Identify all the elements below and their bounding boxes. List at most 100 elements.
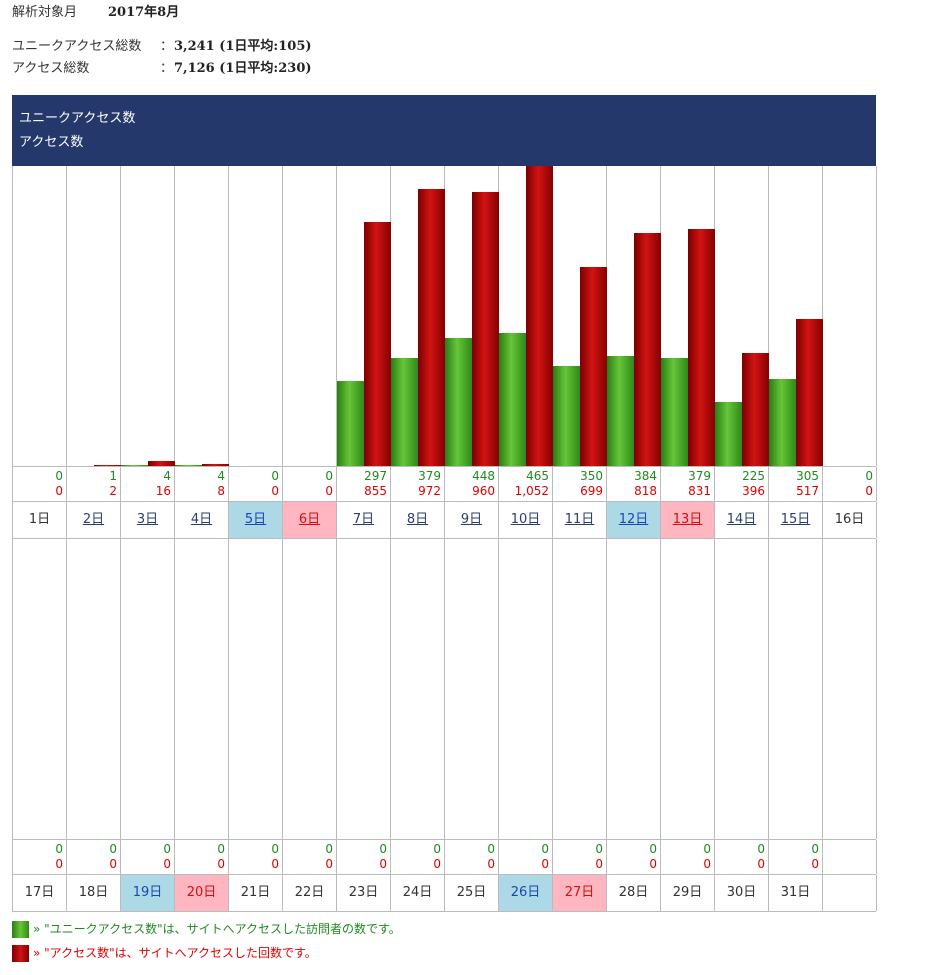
day-label[interactable]: 13日: [672, 512, 703, 527]
day-label[interactable]: 11日: [564, 512, 595, 527]
unique-value-label: 0: [163, 842, 171, 856]
day-label[interactable]: 4日: [190, 512, 213, 527]
day-cell-10日[interactable]: 10日: [499, 502, 552, 538]
header-unique-label: ユニークアクセス数: [19, 111, 136, 126]
day-cell-23日: 23日: [337, 875, 390, 911]
day-cell-15日[interactable]: 15日: [769, 502, 822, 538]
day-label[interactable]: 15日: [780, 512, 811, 527]
column-divider: [606, 467, 607, 501]
column-divider: [282, 539, 283, 839]
day-label[interactable]: 7日: [352, 512, 375, 527]
column-divider: [714, 539, 715, 839]
access-value-label: 0: [325, 857, 333, 871]
plot-area: [13, 539, 877, 839]
column-divider: [498, 467, 499, 501]
day-label[interactable]: 2日: [82, 512, 105, 527]
unique-bar-7日: [337, 381, 364, 466]
unique-bar-9日: [445, 338, 472, 466]
column-divider: [660, 840, 661, 874]
value-cell: 297 855: [337, 467, 391, 499]
access-value-label: 0: [55, 484, 63, 498]
column-divider: [768, 166, 769, 466]
access-value-label: 855: [364, 484, 387, 498]
access-value-label: 0: [541, 857, 549, 871]
column-divider: [714, 875, 715, 911]
access-value-label: 8: [217, 484, 225, 498]
unique-value-label: 0: [757, 842, 765, 856]
day-label[interactable]: 14日: [726, 512, 757, 527]
day-cell-25日: 25日: [445, 875, 498, 911]
day-label: 24日: [402, 885, 433, 900]
day-label[interactable]: 5日: [244, 512, 267, 527]
legend-access: » "アクセス数"は、サイトへアクセスした回数です。: [12, 944, 401, 968]
column-divider: [768, 502, 769, 538]
column-divider: [282, 467, 283, 501]
day-cell-4日[interactable]: 4日: [175, 502, 228, 538]
day-label: 31日: [780, 885, 811, 900]
column-divider: [174, 840, 175, 874]
unique-value-label: 0: [217, 842, 225, 856]
day-cell-8日[interactable]: 8日: [391, 502, 444, 538]
access-value-label: 972: [418, 484, 441, 498]
day-cell-14日[interactable]: 14日: [715, 502, 768, 538]
day-cell-9日[interactable]: 9日: [445, 502, 498, 538]
day-cell-30日: 30日: [715, 875, 768, 911]
column-divider: [282, 875, 283, 911]
day-cell-13日[interactable]: 13日: [661, 502, 714, 538]
column-divider: [552, 840, 553, 874]
column-divider: [876, 840, 877, 874]
access-value-label: 0: [271, 484, 279, 498]
day-label[interactable]: 8日: [406, 512, 429, 527]
value-row: 0 0 1 2 4 16 4 8 0 0 0 0 297 855 379 972 448 960 465 1,052 3…: [13, 466, 877, 502]
access-bar-12日: [634, 233, 661, 466]
column-divider: [120, 875, 121, 911]
unique-value-label: 379: [688, 469, 711, 483]
access-bar-11日: [580, 267, 607, 466]
unique-value-label: 0: [325, 469, 333, 483]
access-value-label: 0: [433, 857, 441, 871]
value-cell: 305 517: [769, 467, 823, 499]
day-cell-7日[interactable]: 7日: [337, 502, 390, 538]
column-divider: [174, 539, 175, 839]
column-divider: [228, 166, 229, 466]
day-cell-5日[interactable]: 5日: [229, 502, 282, 538]
column-divider: [120, 166, 121, 466]
day-cell-12日[interactable]: 12日: [607, 502, 660, 538]
day-label[interactable]: 3日: [136, 512, 159, 527]
day-label[interactable]: 9日: [460, 512, 483, 527]
day-cell-3日[interactable]: 3日: [121, 502, 174, 538]
day-cell-11日[interactable]: 11日: [553, 502, 606, 538]
access-bar-14日: [742, 353, 769, 466]
unique-bar-12日: [607, 356, 634, 466]
day-label[interactable]: 6日: [298, 512, 321, 527]
access-value-label: 517: [796, 484, 819, 498]
day-label[interactable]: 12日: [618, 512, 649, 527]
day-cell-6日[interactable]: 6日: [283, 502, 336, 538]
unique-value-label: 0: [55, 842, 63, 856]
day-cell-22日: 22日: [283, 875, 336, 911]
column-divider: [822, 166, 823, 466]
unique-value-label: 0: [325, 842, 333, 856]
day-label: 21日: [240, 885, 271, 900]
column-divider: [336, 166, 337, 466]
column-divider: [606, 875, 607, 911]
day-cell-2日[interactable]: 2日: [67, 502, 120, 538]
unique-value-label: 0: [703, 842, 711, 856]
column-divider: [822, 502, 823, 538]
day-cell-19日: 19日: [121, 875, 174, 911]
column-divider: [336, 840, 337, 874]
day-row: 1日 2日 3日 4日 5日 6日 7日 8日 9日 10日 11日 12日 13日 14日 15日 16日: [13, 502, 877, 539]
day-label: 29日: [672, 885, 703, 900]
day-label: 17日: [24, 885, 55, 900]
day-label[interactable]: 10日: [510, 512, 541, 527]
column-divider: [768, 467, 769, 501]
column-divider: [444, 539, 445, 839]
day-cell-1日: 1日: [13, 502, 66, 538]
